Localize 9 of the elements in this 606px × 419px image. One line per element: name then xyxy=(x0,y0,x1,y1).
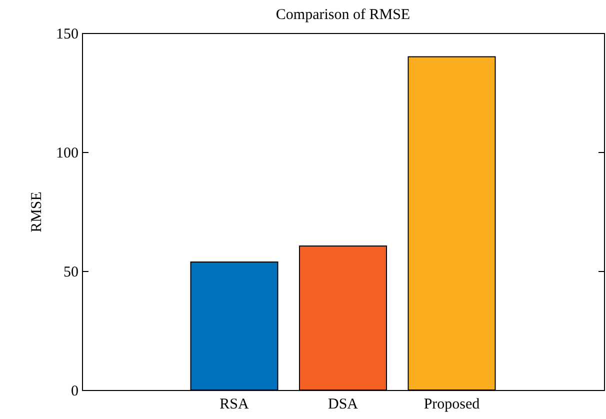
chart-title: Comparison of RMSE xyxy=(276,7,410,23)
y-axis-title: RMSE xyxy=(29,192,45,232)
x-tick-label: Proposed xyxy=(424,396,480,412)
y-tick-label: 50 xyxy=(64,264,78,280)
y-tick-label: 100 xyxy=(56,146,78,162)
x-tick-label: RSA xyxy=(220,396,250,412)
x-tick-label: DSA xyxy=(328,396,358,412)
y-tick-label: 0 xyxy=(71,384,78,400)
y-tick-label: 150 xyxy=(56,26,78,42)
